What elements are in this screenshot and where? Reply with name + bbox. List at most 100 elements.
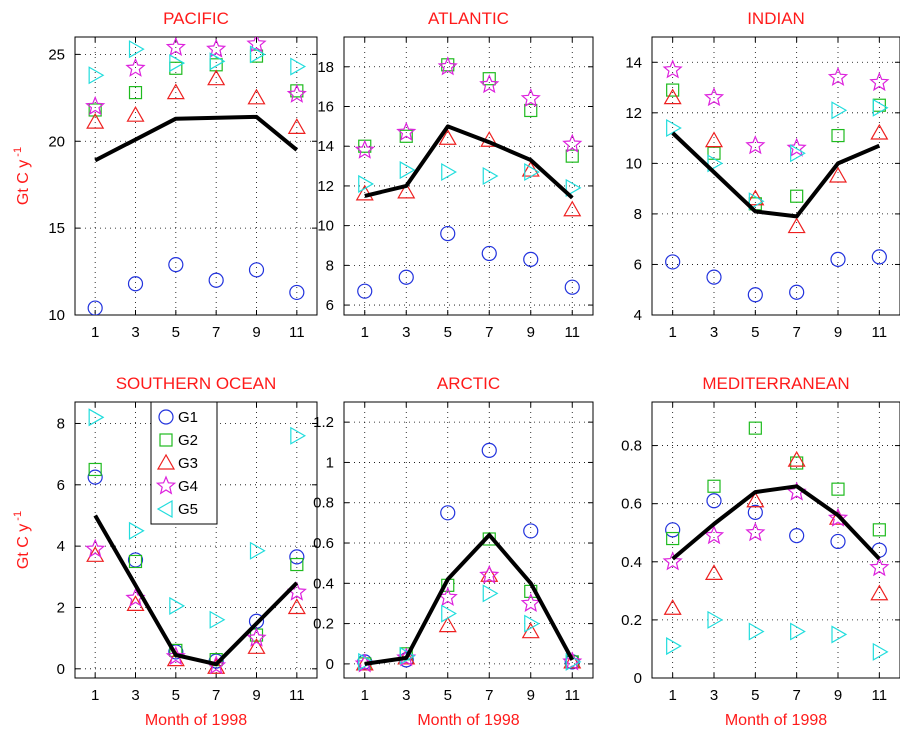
point-g3 [870, 123, 889, 140]
legend-marker-g3 [156, 453, 176, 470]
point-g3 [207, 69, 226, 86]
point-g5 [209, 610, 226, 629]
x-tick-label: 9 [527, 687, 535, 704]
x-tick-label: 11 [564, 324, 580, 341]
point-g5 [169, 54, 186, 73]
point-g4 [662, 59, 683, 79]
point-g5 [88, 408, 105, 427]
point-g5 [872, 98, 889, 117]
point-g1 [706, 269, 722, 285]
y-tick-label: 10 [317, 218, 334, 235]
point-g4 [869, 557, 890, 577]
point-g1 [665, 522, 681, 538]
point-g5 [358, 652, 374, 671]
point-g4 [827, 507, 849, 527]
y-tick-label: 8 [634, 206, 642, 223]
point-g5 [482, 584, 499, 603]
point-g5 [290, 57, 307, 76]
series-g5 [358, 584, 582, 671]
point-g2 [666, 83, 680, 97]
point-g4 [479, 564, 500, 584]
legend-label-g2: G2 [178, 432, 198, 449]
x-tick-label: 3 [710, 324, 718, 341]
point-g3 [704, 564, 724, 581]
point-g3 [663, 88, 682, 105]
point-g5 [88, 66, 105, 85]
y-tick-label: 0.2 [621, 612, 642, 629]
panel-atlantic: 1 3 5 7 9 11 6 8 10 12 14 16 18 ATLANTIC [317, 9, 594, 341]
panel-title: ATLANTIC [428, 9, 509, 28]
series-g4 [662, 481, 890, 577]
point-g2 [707, 479, 721, 493]
point-g5 [831, 101, 848, 120]
point-g3 [563, 652, 582, 669]
y-tick-label: 25 [48, 46, 65, 63]
point-g4 [165, 645, 186, 666]
mean-line [93, 514, 299, 667]
point-g4 [354, 139, 375, 159]
point-g5 [707, 610, 724, 629]
y-tick-label: 0.8 [313, 495, 334, 512]
legend: G1 G2 G3 G4 G5 [150, 401, 218, 525]
y-tick-label: 4 [634, 307, 642, 324]
y-tick-label: 1 [326, 454, 334, 471]
series-g2 [358, 532, 579, 671]
y-tick-label: 15 [48, 220, 65, 237]
point-g3 [563, 200, 582, 217]
point-g1 [564, 279, 580, 295]
y-tick-label: 0 [326, 656, 334, 673]
point-g3 [355, 184, 374, 201]
x-tick-label: 11 [289, 324, 305, 341]
y-tick-label: 0.4 [313, 575, 334, 592]
point-g1 [398, 269, 414, 285]
panel-arctic: 1 3 5 7 9 11 0 0.2 0.4 0.6 0.8 1 1.2 ARCTIC Month of 1… [313, 374, 594, 729]
y-tick-label: 0.8 [621, 438, 642, 455]
point-g2 [565, 149, 579, 163]
y-tick-label: 12 [625, 105, 642, 122]
plot-area [85, 408, 307, 675]
y-tick-label: 18 [317, 59, 334, 76]
point-g3 [787, 217, 806, 234]
y-tick-label: 1.2 [313, 414, 334, 431]
series-g2 [88, 49, 304, 117]
legend-marker-g4 [155, 475, 177, 495]
x-tick-label: 5 [751, 687, 759, 704]
y-tick-label: 0.6 [313, 535, 334, 552]
point-g5 [209, 52, 226, 71]
x-tick-label: 9 [834, 687, 842, 704]
series-g1 [357, 225, 580, 299]
point-g1 [289, 549, 305, 565]
series-g1 [665, 249, 887, 303]
x-tick-label: 1 [91, 687, 99, 704]
point-g1 [440, 225, 456, 242]
x-tick-label: 5 [444, 324, 452, 341]
point-g3 [126, 105, 145, 122]
point-g5 [707, 154, 724, 173]
x-tick-label: 1 [668, 687, 676, 704]
point-g4 [206, 38, 227, 58]
grid [344, 37, 593, 315]
point-g1 [440, 505, 456, 521]
point-g4 [125, 57, 146, 77]
point-g4 [246, 37, 267, 53]
point-g4 [246, 627, 267, 647]
point-g3 [746, 189, 765, 206]
point-g1 [747, 504, 763, 521]
x-tick-label: 1 [91, 324, 99, 341]
point-g1 [830, 533, 846, 550]
point-g1 [357, 283, 373, 299]
y-tick-label: 10 [48, 307, 65, 324]
y-tick-label: 0.6 [621, 496, 642, 513]
point-g1 [87, 469, 103, 485]
point-g3 [126, 595, 145, 612]
x-tick-label: 5 [172, 324, 180, 341]
point-g5 [565, 178, 582, 197]
grid [344, 402, 593, 678]
point-g2 [128, 554, 143, 569]
plot-area [354, 56, 583, 299]
axes-frame [74, 36, 318, 316]
panel-mediterranean: 1 3 5 7 9 11 0 0.2 0.4 0.6 0.8 MEDITERRANEAN Month o… [621, 374, 900, 729]
y-tick-label: 12 [317, 178, 334, 195]
plot-area [354, 442, 583, 673]
point-g1 [871, 249, 887, 265]
